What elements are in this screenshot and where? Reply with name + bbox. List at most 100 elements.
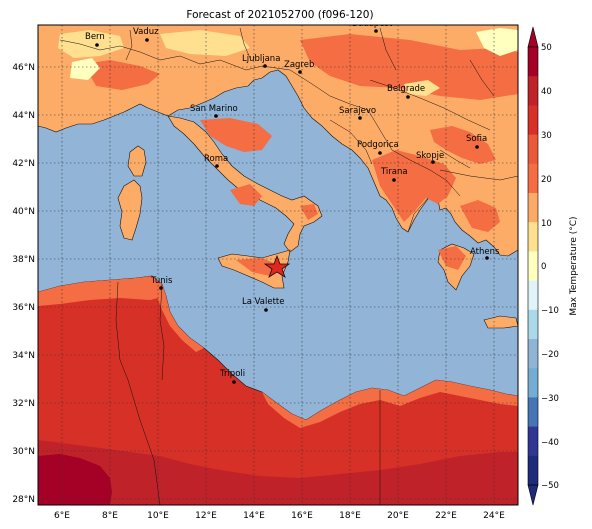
colorbar-band <box>528 222 538 252</box>
city-sarajevo: Sarajevo <box>339 106 376 120</box>
colorbar-ticks: 50 40 30 20 10 0 −10 −20 −30 −40 −50 <box>541 43 559 491</box>
svg-text:50: 50 <box>541 43 552 53</box>
svg-text:24°E: 24°E <box>483 511 505 521</box>
svg-text:Athens: Athens <box>470 247 500 257</box>
colorbar-band <box>528 280 538 311</box>
svg-text:Vaduz: Vaduz <box>133 27 159 37</box>
svg-text:Roma: Roma <box>204 154 228 164</box>
africa-hottest-zone <box>38 454 112 505</box>
svg-text:22°E: 22°E <box>435 511 457 521</box>
colorbar: 50 40 30 20 10 0 −10 −20 −30 −40 −50 Max… <box>527 26 579 506</box>
svg-text:18°E: 18°E <box>339 511 361 521</box>
colorbar-frame <box>527 46 539 486</box>
svg-text:6°E: 6°E <box>54 511 70 521</box>
city-belgrade: Belgrade <box>387 84 425 99</box>
svg-text:44°N: 44°N <box>12 111 35 121</box>
africa-coastal-strip-east <box>262 380 518 428</box>
svg-text:Belgrade: Belgrade <box>387 84 425 94</box>
svg-text:−20: −20 <box>541 350 559 360</box>
svg-text:−50: −50 <box>541 481 559 491</box>
svg-text:Podgorica: Podgorica <box>357 140 399 150</box>
colorbar-band <box>528 368 538 398</box>
colorbar-band <box>528 397 538 428</box>
figure-title: Forecast of 2021052700 (f096-120) <box>186 9 373 21</box>
colorbar-band <box>528 251 538 282</box>
svg-text:Budapest: Budapest <box>352 19 393 29</box>
svg-text:Bern: Bern <box>85 32 105 42</box>
cool-zones <box>58 28 518 96</box>
svg-text:40: 40 <box>541 87 552 97</box>
lat-labels: 28°N 30°N 32°N 34°N 36°N 38°N 40°N 42°N … <box>12 63 35 505</box>
city-sofia: Sofia <box>466 134 487 149</box>
svg-text:20: 20 <box>541 175 552 185</box>
city-skopje: Skopje <box>416 151 444 164</box>
svg-text:46°N: 46°N <box>12 63 35 73</box>
svg-text:42°N: 42°N <box>12 159 35 169</box>
map-frame <box>37 24 519 506</box>
colorbar-band <box>528 76 538 106</box>
colorbar-band <box>528 134 538 165</box>
svg-text:−10: −10 <box>541 306 559 316</box>
corsica-land <box>127 145 147 177</box>
warm-zones <box>84 34 518 276</box>
star-marker <box>263 254 291 278</box>
map-area: Bern Vaduz Budapest Ljubljana Zagreb Bel… <box>38 19 518 505</box>
svg-text:Tirana: Tirana <box>380 167 408 177</box>
city-san-marino: San Marino <box>190 104 238 118</box>
svg-text:40°N: 40°N <box>12 207 35 217</box>
svg-text:36°N: 36°N <box>12 303 35 313</box>
svg-text:10°E: 10°E <box>147 511 169 521</box>
colorbar-top-arrow <box>527 26 539 48</box>
colorbar-label: Max Temperature (°C) <box>569 216 579 315</box>
svg-text:30: 30 <box>541 131 552 141</box>
svg-text:Sarajevo: Sarajevo <box>339 106 376 116</box>
svg-text:San Marino: San Marino <box>190 104 238 114</box>
svg-text:38°N: 38°N <box>12 255 35 265</box>
colorbar-band <box>528 426 538 457</box>
colorbar-band <box>528 163 538 194</box>
svg-text:28°N: 28°N <box>12 495 35 505</box>
colorbar-band <box>528 339 538 369</box>
city-budapest: Budapest <box>352 19 393 33</box>
city-ljubljana: Ljubljana <box>242 54 280 68</box>
svg-text:16°E: 16°E <box>291 511 313 521</box>
svg-text:La Valette: La Valette <box>242 297 285 307</box>
lon-labels: 6°E 8°E 10°E 12°E 14°E 16°E 18°E 20°E 22… <box>54 511 505 521</box>
svg-text:30°N: 30°N <box>12 447 35 457</box>
city-bern: Bern <box>85 32 105 47</box>
tunisia-coast-strip <box>156 284 204 352</box>
city-athens: Athens <box>470 247 500 260</box>
city-roma: Roma <box>204 154 228 168</box>
svg-text:Sofia: Sofia <box>466 134 487 144</box>
svg-text:Ljubljana: Ljubljana <box>242 54 280 64</box>
svg-text:34°N: 34°N <box>12 351 35 361</box>
city-tripoli: Tripoli <box>219 369 245 384</box>
city-markers: Bern Vaduz Budapest Ljubljana Zagreb Bel… <box>85 19 500 384</box>
city-zagreb: Zagreb <box>284 60 314 74</box>
city-tirana: Tirana <box>380 167 408 182</box>
svg-text:−40: −40 <box>541 438 559 448</box>
city-la-valette: La Valette <box>242 297 285 312</box>
africa-coastal-strip <box>38 276 166 306</box>
colorbar-bands <box>528 47 538 486</box>
city-podgorica: Podgorica <box>357 140 399 155</box>
crete-land <box>483 315 518 329</box>
svg-text:Zagreb: Zagreb <box>284 60 314 70</box>
svg-text:8°E: 8°E <box>102 511 118 521</box>
svg-text:12°E: 12°E <box>195 511 217 521</box>
svg-text:−30: −30 <box>541 394 559 404</box>
sardinia-land <box>117 179 143 241</box>
svg-text:0: 0 <box>541 262 546 272</box>
colorbar-band <box>528 193 538 223</box>
colorbar-band <box>528 309 538 340</box>
svg-text:Tunis: Tunis <box>150 276 173 286</box>
city-vaduz: Vaduz <box>133 27 159 42</box>
colorbar-bottom-arrow <box>527 484 539 506</box>
country-borders <box>59 27 518 505</box>
svg-text:20°E: 20°E <box>387 511 409 521</box>
colorbar-band <box>528 455 538 486</box>
colorbar-band <box>528 105 538 136</box>
svg-text:Skopje: Skopje <box>416 151 444 161</box>
colorbar-band <box>528 47 538 77</box>
